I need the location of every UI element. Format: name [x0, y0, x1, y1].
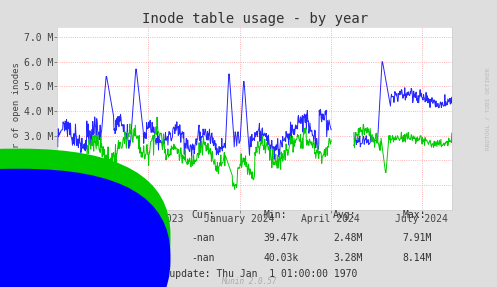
Text: Munin 2.0.57: Munin 2.0.57	[221, 277, 276, 286]
Text: Avg:: Avg:	[333, 210, 356, 220]
Text: inode table size: inode table size	[25, 253, 125, 263]
Text: 40.03k: 40.03k	[263, 253, 299, 263]
Text: 3.28M: 3.28M	[333, 253, 362, 263]
Text: 8.14M: 8.14M	[403, 253, 432, 263]
Text: open inodes: open inodes	[25, 233, 94, 243]
Text: Last update: Thu Jan  1 01:00:00 1970: Last update: Thu Jan 1 01:00:00 1970	[140, 269, 357, 279]
Text: 7.91M: 7.91M	[403, 233, 432, 243]
Text: 39.47k: 39.47k	[263, 233, 299, 243]
Y-axis label: number of open inodes: number of open inodes	[12, 62, 21, 175]
Text: Max:: Max:	[403, 210, 426, 220]
Text: 2.48M: 2.48M	[333, 233, 362, 243]
Text: -nan: -nan	[191, 233, 215, 243]
Text: Min:: Min:	[263, 210, 287, 220]
Text: -nan: -nan	[191, 253, 215, 263]
Title: Inode table usage - by year: Inode table usage - by year	[142, 12, 368, 26]
Text: RRDTOOL / TOBI OETIKER: RRDTOOL / TOBI OETIKER	[486, 68, 491, 150]
Text: Cur:: Cur:	[191, 210, 215, 220]
